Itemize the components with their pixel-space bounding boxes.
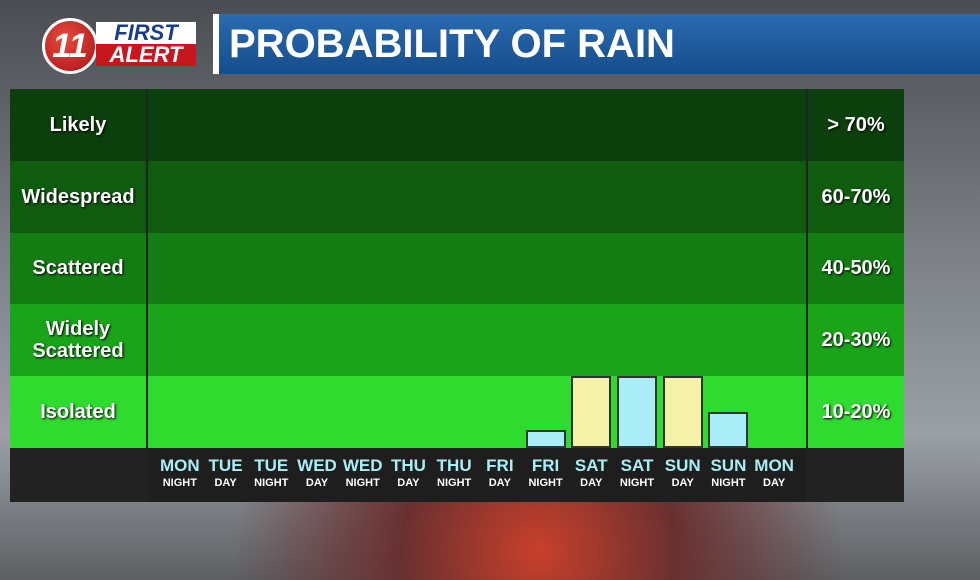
x-tick-label: SAT <box>620 456 654 475</box>
x-tick-sublabel: NIGHT <box>162 477 197 489</box>
band-label: Scattered <box>10 232 146 305</box>
band-range: 10-20% <box>808 376 904 448</box>
band-range: 40-50% <box>808 232 904 305</box>
logo-alert: ALERT <box>96 44 196 66</box>
x-tick-label: SUN <box>710 456 747 475</box>
band-label: Widespread <box>10 160 146 233</box>
bar <box>525 430 566 448</box>
bar <box>617 376 657 448</box>
x-tick-label: WED <box>342 456 383 475</box>
x-tick-sublabel: NIGHT <box>528 477 563 489</box>
x-tick-sublabel: NIGHT <box>619 477 655 489</box>
x-tick-label: SAT <box>574 456 608 475</box>
band <box>148 232 806 305</box>
x-tick-label: FRI <box>486 456 514 475</box>
band-range: 20-30% <box>808 304 904 377</box>
chart-title: PROBABILITY OF RAIN <box>213 14 980 74</box>
bar <box>662 376 703 448</box>
x-tick-sublabel: DAY <box>305 477 329 489</box>
logo-first: FIRST <box>96 22 196 44</box>
band <box>148 160 806 233</box>
x-tick-sublabel: DAY <box>488 477 511 489</box>
band-range: 60-70% <box>808 160 904 233</box>
band-label: Isolated <box>10 376 146 448</box>
x-tick-sublabel: DAY <box>214 477 237 489</box>
x-tick-label: FRI <box>531 456 560 475</box>
x-tick-label: MON <box>160 456 200 475</box>
band <box>148 376 806 448</box>
x-tick-label: MON <box>754 456 794 475</box>
band-range: > 70% <box>808 89 904 161</box>
bar <box>571 376 612 448</box>
x-tick-label: TUE <box>208 456 243 475</box>
x-tick-sublabel: NIGHT <box>345 477 380 489</box>
x-tick-sublabel: NIGHT <box>437 477 472 489</box>
band-label: Widely Scattered <box>10 304 146 377</box>
x-tick-label: WED <box>297 456 337 475</box>
x-tick-label: THU <box>436 456 472 475</box>
band <box>148 89 806 161</box>
x-tick-sublabel: DAY <box>397 477 420 489</box>
x-tick-label: TUE <box>254 456 289 475</box>
logo-number: 11 <box>42 18 98 74</box>
x-tick-label: THU <box>390 456 426 475</box>
x-tick-sublabel: DAY <box>580 477 603 489</box>
axis-row <box>148 448 806 502</box>
x-tick-sublabel: NIGHT <box>254 477 289 489</box>
x-tick-sublabel: DAY <box>671 477 694 489</box>
band <box>148 304 806 377</box>
bar <box>708 412 749 448</box>
x-tick-label: SUN <box>664 456 701 475</box>
band-label: Likely <box>10 89 146 161</box>
x-tick-sublabel: DAY <box>763 477 786 489</box>
x-tick-sublabel: NIGHT <box>711 477 746 489</box>
